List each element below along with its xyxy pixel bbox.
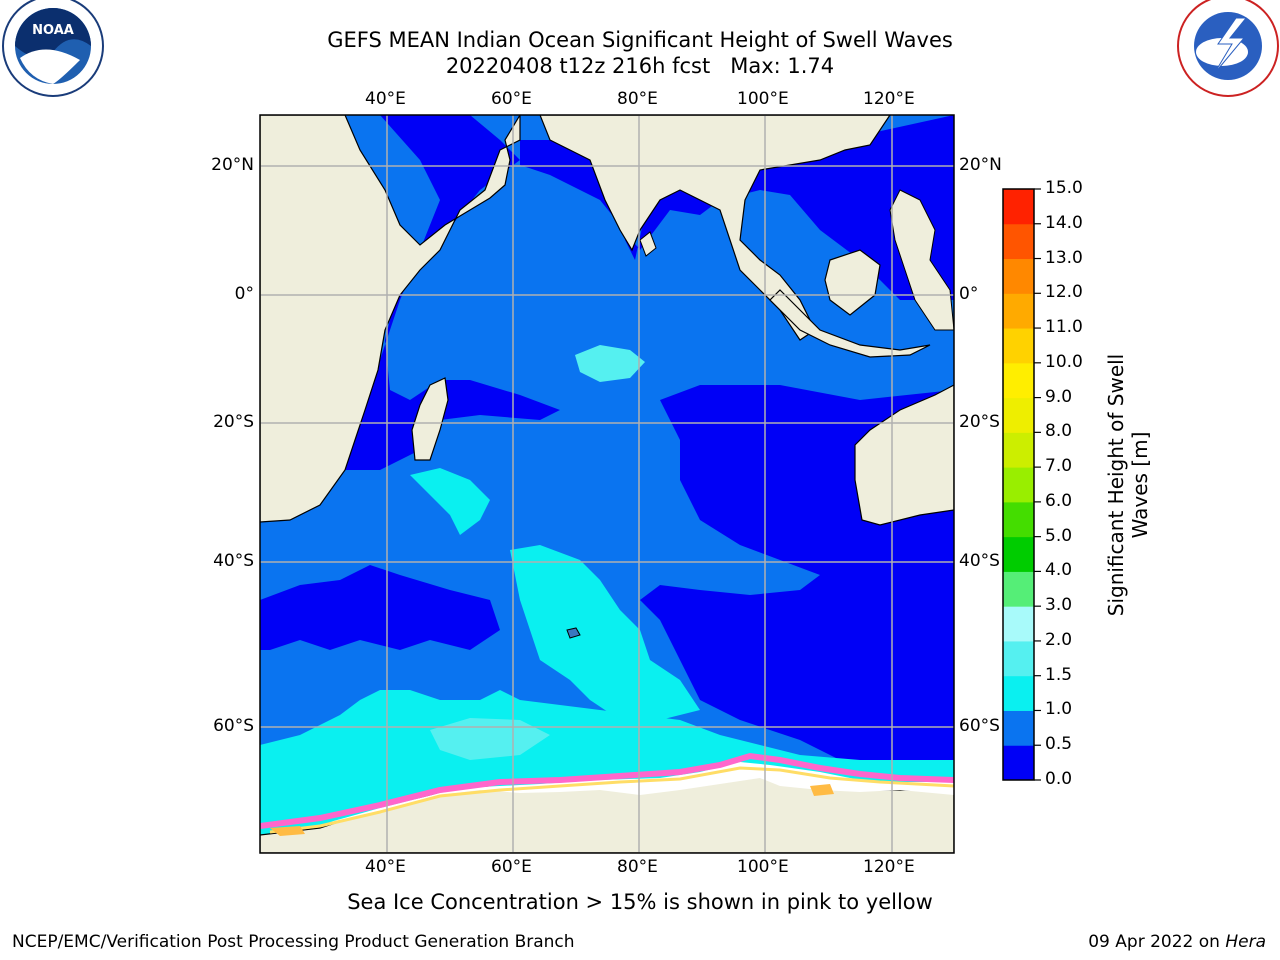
colorbar-segment bbox=[1003, 467, 1034, 503]
colorbar-tick-label: 12.0 bbox=[1045, 282, 1083, 303]
footer-date-text: 09 Apr 2022 on bbox=[1088, 932, 1226, 952]
colorbar-segment bbox=[1003, 362, 1034, 399]
lon-tick-bottom-100: 100°E bbox=[737, 857, 789, 877]
lat-tick-right-20n: 20°N bbox=[959, 155, 1002, 175]
swell-mid-equator bbox=[575, 345, 645, 382]
lat-tick-right-0: 0° bbox=[959, 284, 979, 304]
colorbar-tick-label: 13.0 bbox=[1045, 247, 1083, 268]
colorbar-tick-label: 0.5 bbox=[1045, 734, 1073, 755]
chart-title: GEFS MEAN Indian Ocean Significant Heigh… bbox=[0, 27, 1280, 79]
colorbar-segment bbox=[1003, 710, 1034, 746]
sea-ice-edge-yellow bbox=[269, 766, 954, 834]
land-madagascar bbox=[411, 377, 449, 461]
land-sumatra-java bbox=[769, 289, 931, 358]
lon-tick-bottom-120: 120°E bbox=[863, 857, 915, 877]
land-africa-arabia bbox=[260, 115, 521, 523]
title-line-1: GEFS MEAN Indian Ocean Significant Heigh… bbox=[327, 28, 953, 52]
colorbar-tick-label: 1.5 bbox=[1045, 664, 1073, 685]
land-australia bbox=[854, 384, 954, 526]
map-frame bbox=[259, 114, 955, 854]
colorbar-segment bbox=[1003, 501, 1034, 538]
swell-mid-central bbox=[510, 545, 700, 720]
colorbar-label-line-1: Significant Height of Swell bbox=[1104, 353, 1128, 617]
colorbar-tick-label: 3.0 bbox=[1045, 595, 1073, 616]
colorbar-segment bbox=[1003, 258, 1034, 294]
land-sri-lanka bbox=[639, 231, 657, 257]
colorbar-tick-label: 6.0 bbox=[1045, 490, 1073, 511]
swell-mid2-south bbox=[430, 718, 550, 760]
colorbar-tick-label: 9.0 bbox=[1045, 386, 1073, 407]
footer-host: Hera bbox=[1225, 932, 1266, 952]
colorbar-tick-label: 2.0 bbox=[1045, 629, 1073, 650]
lat-tick-right-60s: 60°S bbox=[959, 716, 1000, 736]
swell-low-south bbox=[260, 565, 500, 650]
colorbar-segment bbox=[1003, 640, 1034, 677]
sea-ice-white bbox=[330, 762, 954, 822]
colorbar-segment bbox=[1003, 745, 1034, 781]
noaa-logo: NOAA bbox=[2, 0, 104, 97]
lon-tick-bottom-40: 40°E bbox=[365, 857, 406, 877]
lat-tick-right-20s: 20°S bbox=[959, 412, 1000, 432]
footer-date: 09 Apr 2022 on Hera bbox=[1088, 932, 1266, 952]
lat-tick-left-60s: 60°S bbox=[213, 716, 254, 736]
colorbar bbox=[1003, 188, 1041, 781]
colorbar-tick-label: 11.0 bbox=[1045, 317, 1083, 338]
lat-tick-left-20n: 20°N bbox=[211, 155, 254, 175]
swell-low-arabian bbox=[320, 115, 560, 470]
colorbar-tick-label: 5.0 bbox=[1045, 525, 1073, 546]
colorbar-tick-label: 10.0 bbox=[1045, 351, 1083, 372]
nws-logo bbox=[1177, 0, 1279, 97]
colorbar-segment bbox=[1003, 432, 1034, 468]
lon-tick-bottom-80: 80°E bbox=[617, 857, 658, 877]
colorbar-tick-label: 15.0 bbox=[1045, 178, 1083, 198]
colorbar-tick-label: 14.0 bbox=[1045, 212, 1083, 233]
footer-producer: NCEP/EMC/Verification Post Processing Pr… bbox=[12, 932, 575, 952]
lon-tick-top-100: 100°E bbox=[737, 89, 789, 109]
land-kerguelen bbox=[566, 627, 581, 639]
colorbar-segment bbox=[1003, 571, 1034, 607]
colorbar-segment bbox=[1003, 223, 1034, 260]
lat-tick-left-40s: 40°S bbox=[213, 551, 254, 571]
colorbar-tick-label: 8.0 bbox=[1045, 421, 1073, 442]
swell-low-bengal bbox=[520, 115, 954, 300]
lat-tick-left-0: 0° bbox=[234, 284, 254, 304]
colorbar-segment bbox=[1003, 328, 1034, 364]
colorbar-tick-label: 4.0 bbox=[1045, 560, 1073, 581]
lon-tick-bottom-60: 60°E bbox=[491, 857, 532, 877]
lon-tick-top-40: 40°E bbox=[365, 89, 406, 109]
colorbar-tick-label: 7.0 bbox=[1045, 456, 1073, 477]
lat-tick-left-20s: 20°S bbox=[213, 412, 254, 432]
map-plot bbox=[260, 115, 954, 853]
noaa-logo-text: NOAA bbox=[32, 23, 74, 38]
lat-tick-right-40s: 40°S bbox=[959, 551, 1000, 571]
colorbar-segment bbox=[1003, 606, 1034, 642]
title-line-2: 20220408 t12z 216h fcst Max: 1.74 bbox=[445, 54, 835, 78]
swell-mid-west bbox=[410, 468, 490, 535]
lon-tick-top-60: 60°E bbox=[491, 89, 532, 109]
lon-tick-top-120: 120°E bbox=[863, 89, 915, 109]
graticule bbox=[260, 115, 954, 853]
colorbar-segment bbox=[1003, 536, 1034, 572]
lon-tick-top-80: 80°E bbox=[617, 89, 658, 109]
colorbar-segment bbox=[1003, 675, 1034, 711]
colorbar-frame bbox=[1002, 188, 1035, 781]
land-borneo bbox=[824, 249, 881, 316]
colorbar-segment bbox=[1003, 189, 1034, 225]
colorbar-tick-label: 1.0 bbox=[1045, 699, 1073, 720]
sea-ice-edge-pink bbox=[260, 752, 954, 829]
colorbar-segment bbox=[1003, 397, 1034, 433]
colorbar-tick-label: 0.0 bbox=[1045, 769, 1073, 789]
colorbar-segment bbox=[1003, 293, 1034, 329]
colorbar-label-line-2: Waves [m] bbox=[1128, 431, 1152, 539]
sea-ice-caption: Sea Ice Concentration > 15% is shown in … bbox=[347, 890, 933, 914]
